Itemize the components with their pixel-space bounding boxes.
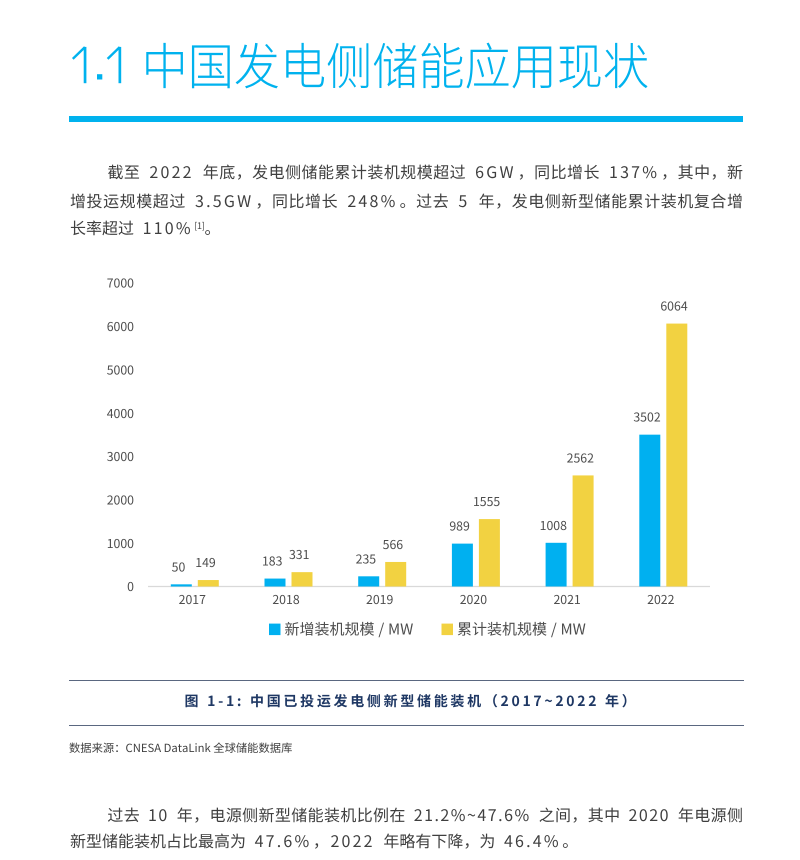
svg-text:5000: 5000 — [107, 360, 134, 378]
svg-text:累计装机规模/MW: 累计装机规模 / MW — [457, 619, 586, 640]
svg-text:2017: 2017 — [179, 590, 206, 608]
svg-text:331: 331 — [289, 545, 310, 563]
svg-text:2018: 2018 — [272, 590, 299, 608]
svg-text:4000: 4000 — [107, 404, 134, 422]
svg-text:2000: 2000 — [107, 491, 134, 509]
svg-text:1555: 1555 — [473, 492, 500, 510]
svg-text:566: 566 — [383, 535, 404, 553]
svg-text:149: 149 — [195, 553, 216, 571]
svg-text:2562: 2562 — [567, 448, 594, 466]
svg-text:新增装机规模/MW: 新增装机规模 / MW — [285, 619, 414, 640]
svg-text:6064: 6064 — [660, 297, 687, 315]
svg-text:2019: 2019 — [366, 590, 393, 608]
svg-text:2021: 2021 — [553, 590, 580, 608]
svg-text:6000: 6000 — [107, 317, 134, 335]
svg-text:2022: 2022 — [647, 590, 674, 608]
svg-text:0: 0 — [127, 577, 134, 595]
svg-text:50: 50 — [172, 557, 186, 575]
svg-text:1000: 1000 — [107, 534, 134, 552]
svg-text:1008: 1008 — [540, 516, 567, 534]
svg-text:235: 235 — [356, 549, 377, 567]
svg-text:中国发电侧储能应用现状: 中国发电侧储能应用现状 — [142, 28, 650, 100]
svg-text:989: 989 — [449, 517, 470, 535]
svg-text:3000: 3000 — [107, 447, 134, 465]
svg-text:183: 183 — [262, 552, 283, 570]
svg-text:3502: 3502 — [633, 408, 660, 426]
svg-text:2020: 2020 — [460, 590, 487, 608]
svg-text:7000: 7000 — [107, 274, 134, 292]
